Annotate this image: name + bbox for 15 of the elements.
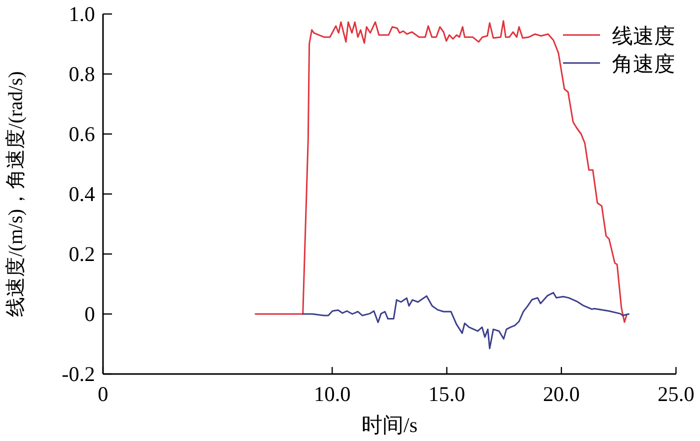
- y-axis-title: 线速度/(m/s)，角速度/(rad/s): [5, 71, 27, 317]
- y-tick-label: 0.2: [68, 242, 95, 266]
- y-tick-label: 0.6: [68, 122, 95, 146]
- x-tick-label: 10.0: [314, 382, 351, 406]
- x-tick-label: 15.0: [428, 382, 466, 406]
- legend-label: 角速度: [612, 52, 675, 76]
- x-tick-label: 20.0: [543, 382, 580, 406]
- y-tick-label: 0: [84, 302, 95, 326]
- x-axis-title: 时间/s: [361, 413, 418, 437]
- legend-label: 线速度: [612, 24, 675, 48]
- y-tick-label: 1.0: [68, 2, 95, 26]
- y-tick-label: -0.2: [62, 362, 95, 386]
- y-tick-label: 0.4: [68, 182, 96, 206]
- y-tick-label: 0.8: [68, 62, 95, 86]
- x-tick-label: 25.0: [658, 382, 694, 406]
